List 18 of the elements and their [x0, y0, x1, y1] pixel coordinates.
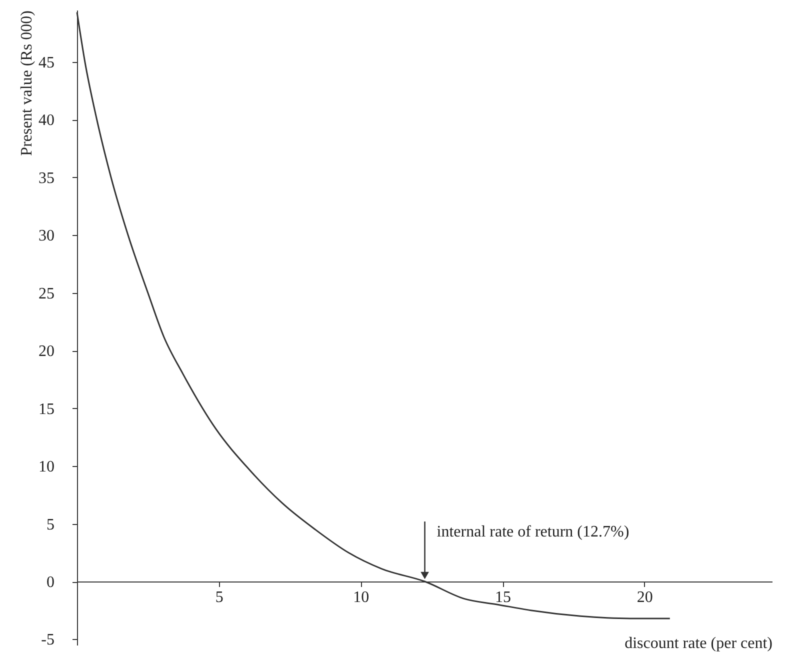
y-tick-label: 10 — [38, 458, 54, 476]
x-tick-label: 10 — [353, 589, 370, 606]
y-tick-label: -5 — [41, 632, 54, 649]
y-tick-label: 0 — [46, 574, 54, 591]
y-tick-label: 40 — [38, 112, 54, 130]
y-tick-label: 15 — [38, 400, 54, 418]
annotation: internal rate of return (12.7%) — [436, 524, 630, 540]
y-axis-title: Present value (Rs 000) — [18, 10, 36, 156]
y-tick-label: 25 — [38, 285, 54, 302]
y-tick-label: 30 — [38, 228, 54, 245]
x-tick-label: 5 — [215, 589, 224, 606]
x-tick-label: 15 — [495, 589, 512, 606]
x-axis-title: discount rate (per cent) — [624, 635, 772, 652]
y-tick-label: 45 — [38, 54, 54, 72]
y-tick-label: 5 — [46, 516, 54, 534]
y-tick-label: 20 — [38, 343, 54, 360]
x-tick-label: 20 — [636, 589, 653, 606]
y-tick-label: 35 — [38, 170, 54, 187]
